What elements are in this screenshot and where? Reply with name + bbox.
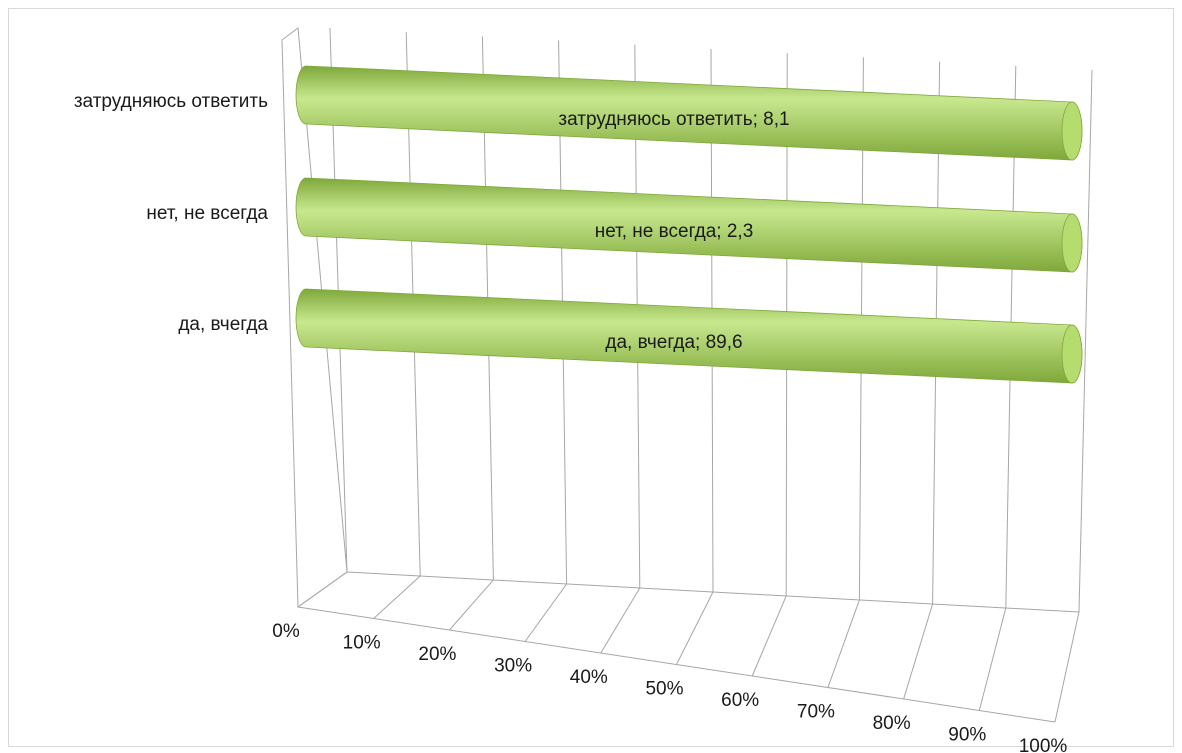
floor-front-edge [297,606,1056,723]
gridline [978,65,1017,711]
x-tick-label: 60% [721,690,759,711]
data-label: затрудняюсь ответить; 8,1 [558,109,789,130]
category-label: нет, не всегда [146,203,268,224]
gridline [1054,69,1093,723]
x-tick-label: 40% [570,667,608,688]
x-tick-label: 50% [645,679,683,700]
data-label: нет, не всегда; 2,3 [595,221,754,242]
x-tick-label: 0% [272,621,300,642]
bar-end-cap [1061,213,1083,273]
floor-back-edge [346,571,1080,613]
category-label: затрудняюсь ответить [74,91,268,112]
x-tick-label: 80% [873,713,911,734]
labels: 0% 10% 20% 30% 40% 50% 60% 70% 80% 90% 100% затрудн… [74,91,1068,753]
data-label: да, вчегда; 89,6 [605,332,742,353]
x-tick-label: 90% [948,725,986,746]
x-tick-label: 100% [1019,736,1068,753]
bar-end-cap [1061,324,1083,384]
x-tick-label: 70% [797,702,835,723]
x-tick-label: 10% [343,633,381,654]
category-label: да, вчегда [178,314,268,335]
x-tick-label: 30% [494,656,532,677]
bars [295,65,1083,384]
x-tick-label: 20% [418,644,456,665]
bar-end-cap [1061,101,1083,161]
